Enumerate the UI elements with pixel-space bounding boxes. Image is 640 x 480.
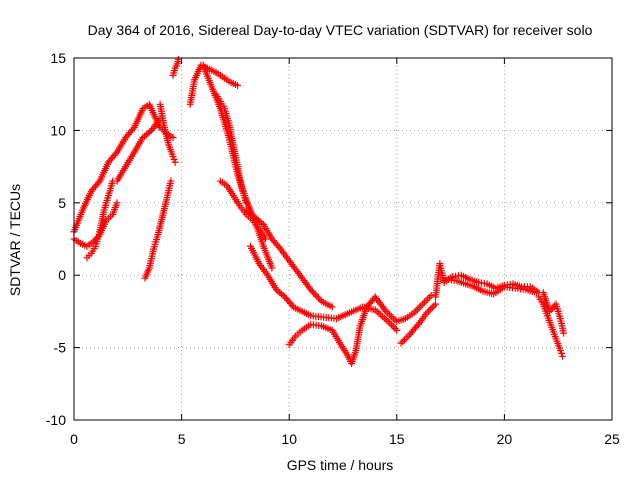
chart-title: Day 364 of 2016, Sidereal Day-to-day VTE… bbox=[88, 22, 593, 38]
data-point bbox=[307, 286, 315, 294]
data-point bbox=[388, 321, 396, 329]
data-point bbox=[377, 311, 385, 319]
data-point bbox=[112, 150, 120, 158]
data-point bbox=[426, 305, 434, 313]
data-point bbox=[167, 177, 175, 185]
data-point bbox=[427, 291, 435, 299]
data-point bbox=[169, 134, 177, 142]
data-point bbox=[313, 292, 321, 300]
data-point bbox=[314, 294, 322, 302]
data-point bbox=[419, 300, 427, 308]
y-tick-label: -5 bbox=[54, 340, 67, 356]
y-tick-label: 15 bbox=[50, 50, 66, 66]
y-tick-label: 10 bbox=[50, 122, 66, 138]
data-point bbox=[426, 293, 434, 301]
data-point bbox=[401, 336, 409, 344]
y-tick-label: 5 bbox=[58, 195, 66, 211]
x-axis-label: GPS time / hours bbox=[287, 457, 394, 473]
data-point bbox=[422, 297, 430, 305]
data-point bbox=[94, 179, 102, 187]
data-point bbox=[275, 243, 283, 251]
data-point bbox=[391, 324, 399, 332]
data-point bbox=[432, 300, 440, 308]
data-point bbox=[375, 309, 383, 317]
x-tick-label: 25 bbox=[604, 431, 620, 447]
data-point bbox=[424, 295, 432, 303]
x-tick-label: 0 bbox=[70, 431, 78, 447]
x-tick-label: 5 bbox=[178, 431, 186, 447]
x-tick-label: 15 bbox=[389, 431, 405, 447]
data-point bbox=[258, 219, 266, 227]
data-point bbox=[308, 287, 316, 295]
data-point bbox=[387, 312, 395, 320]
data-point bbox=[420, 298, 428, 306]
data-point bbox=[415, 304, 423, 312]
data-point bbox=[397, 339, 405, 347]
data-point bbox=[386, 311, 394, 319]
data-point bbox=[129, 125, 137, 133]
data-point bbox=[386, 319, 394, 327]
data-point bbox=[174, 55, 182, 63]
data-point bbox=[417, 302, 425, 310]
data-point bbox=[393, 326, 401, 334]
data-point bbox=[262, 235, 270, 243]
data-point bbox=[389, 323, 397, 331]
data-point bbox=[384, 318, 392, 326]
data-point bbox=[412, 307, 420, 315]
y-axis-label: SDTVAR / TECUs bbox=[7, 184, 23, 296]
data-point bbox=[328, 303, 336, 311]
data-point bbox=[428, 304, 436, 312]
data-point bbox=[311, 291, 319, 299]
plot-border bbox=[73, 57, 613, 421]
y-tick-label: 0 bbox=[58, 267, 66, 283]
data-point bbox=[381, 314, 389, 322]
data-point bbox=[559, 352, 567, 360]
data-point bbox=[404, 332, 412, 340]
data-point bbox=[382, 316, 390, 324]
data-point bbox=[399, 338, 407, 346]
data-point bbox=[402, 334, 410, 342]
data-point bbox=[560, 329, 568, 337]
data-point bbox=[310, 289, 318, 297]
data-point bbox=[425, 307, 433, 315]
axis-ticks: 0 5 10 15 20 25 -10 -5 0 5 10 15 bbox=[46, 50, 620, 447]
data-point bbox=[391, 316, 399, 324]
data-point bbox=[384, 309, 392, 317]
data-point bbox=[316, 296, 324, 304]
data-point bbox=[413, 305, 421, 313]
x-tick-label: 20 bbox=[497, 431, 513, 447]
data-point bbox=[234, 82, 242, 90]
data-point bbox=[430, 302, 438, 310]
data-point bbox=[379, 313, 387, 321]
data-point bbox=[171, 158, 179, 166]
data-point bbox=[113, 199, 121, 207]
data-point bbox=[288, 301, 296, 309]
data-point bbox=[413, 322, 421, 330]
y-tick-label: -10 bbox=[46, 412, 66, 428]
grid-lines bbox=[74, 58, 612, 420]
data-point bbox=[146, 128, 154, 136]
data-points bbox=[70, 55, 568, 368]
x-tick-label: 10 bbox=[281, 431, 297, 447]
data-point bbox=[279, 291, 287, 299]
data-point bbox=[268, 264, 276, 272]
data-point bbox=[242, 199, 250, 207]
